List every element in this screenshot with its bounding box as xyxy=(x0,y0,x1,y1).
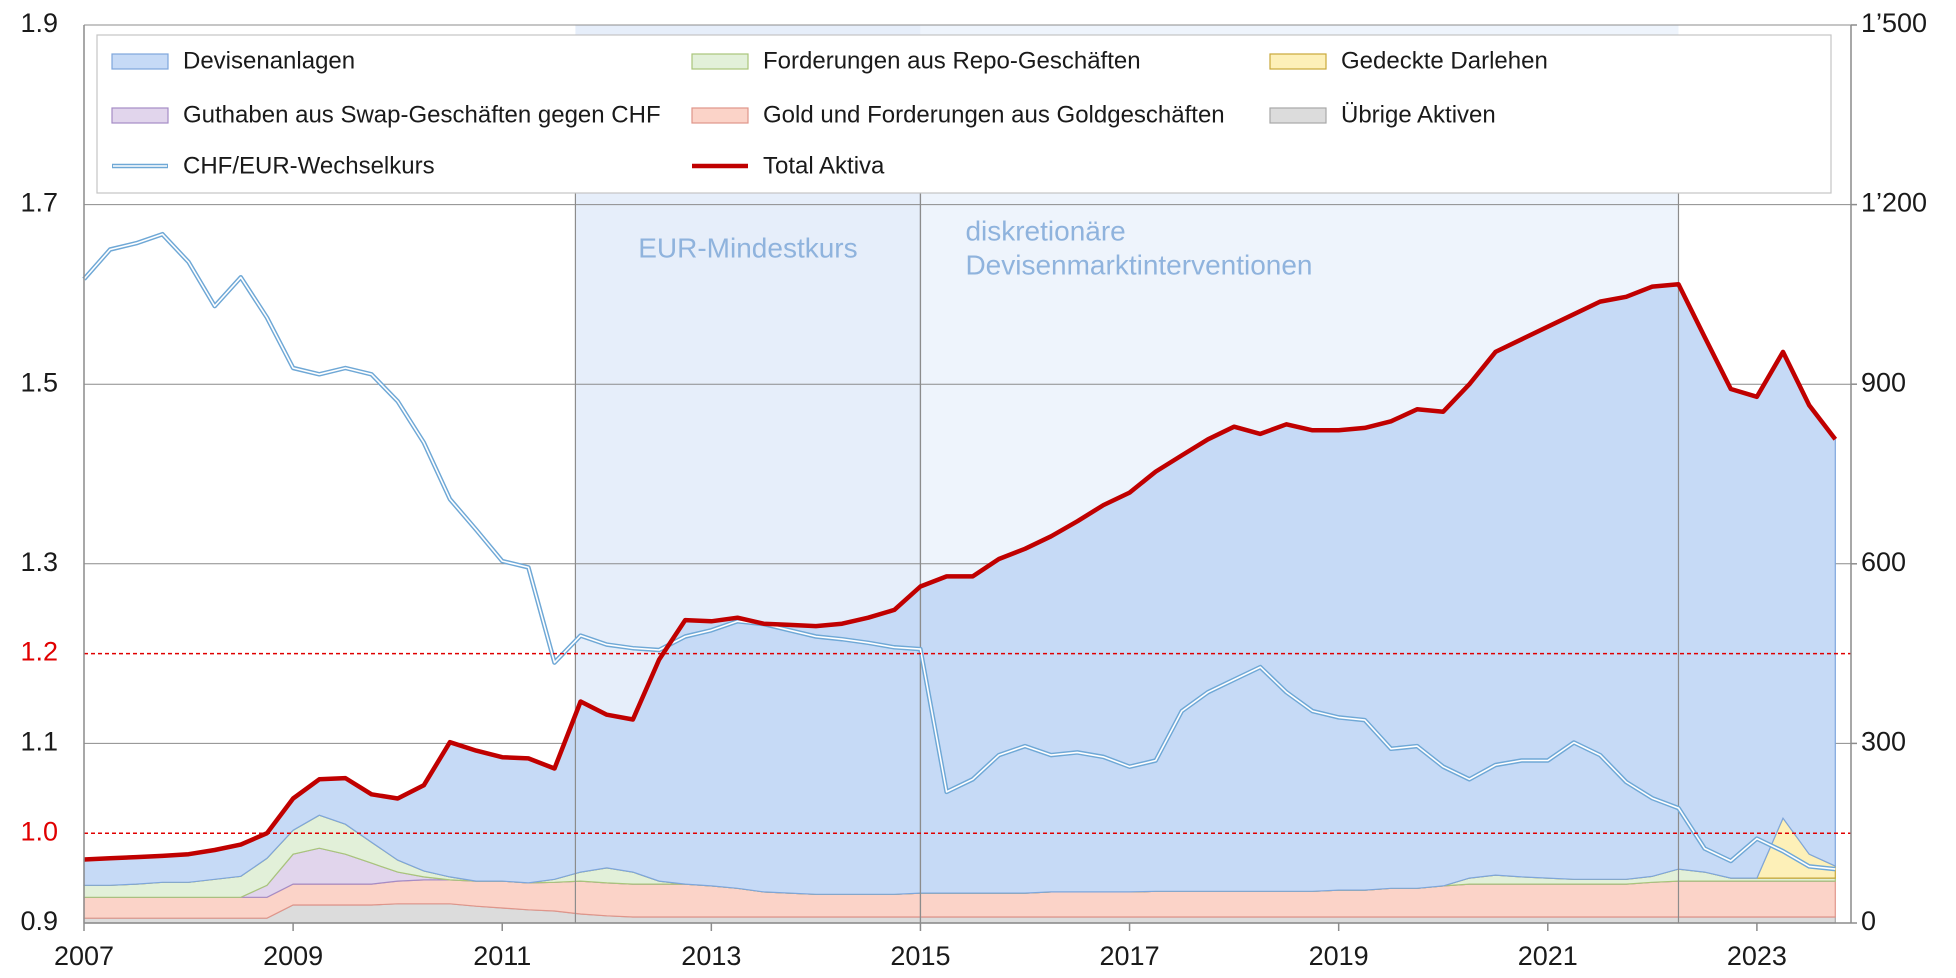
legend-swatch xyxy=(1269,53,1327,70)
x-tick-label: 2013 xyxy=(681,941,741,971)
legend-swatch xyxy=(1269,107,1327,124)
legend-box xyxy=(96,34,1832,194)
legend-label: Gold und Forderungen aus Goldgeschäften xyxy=(763,101,1225,128)
y2-tick-label: 600 xyxy=(1861,547,1906,577)
y-tick-label: 1.7 xyxy=(20,188,58,218)
x-tick-label: 2015 xyxy=(890,941,950,971)
fx-line-core xyxy=(83,233,1836,870)
y-tick-label: 1.5 xyxy=(20,367,58,397)
y-tick-label: 1.1 xyxy=(20,727,58,757)
y2-tick-label: 1’200 xyxy=(1861,188,1927,218)
legend-label: Übrige Aktiven xyxy=(1341,101,1496,128)
legend-label: CHF/EUR-Wechselkurs xyxy=(183,152,435,179)
y2-tick-label: 900 xyxy=(1861,367,1906,397)
x-tick-label: 2007 xyxy=(54,941,114,971)
x-tick-label: 2009 xyxy=(263,941,323,971)
annotation: EUR-Mindestkurs xyxy=(638,232,857,263)
y-tick-label: 1.0 xyxy=(20,816,58,846)
legend-label: Forderungen aus Repo-Geschäften xyxy=(763,47,1141,74)
total-line xyxy=(83,281,1838,862)
y2-tick-label: 0 xyxy=(1861,906,1876,936)
legend-swatch xyxy=(111,53,169,70)
annotation: diskretionäre xyxy=(965,215,1125,246)
y2-tick-label: 1’500 xyxy=(1861,8,1927,38)
y-tick-label: 1.3 xyxy=(20,547,58,577)
y-tick-label: 1.2 xyxy=(20,637,58,667)
legend-swatch xyxy=(691,107,749,124)
y-tick-label: 0.9 xyxy=(20,906,58,936)
annotation: Devisenmarktinterventionen xyxy=(965,249,1312,280)
x-tick-label: 2011 xyxy=(473,941,531,971)
legend-label: Guthaben aus Swap-Geschäften gegen CHF xyxy=(183,101,661,128)
legend-swatch xyxy=(111,107,169,124)
x-tick-label: 2021 xyxy=(1518,941,1578,971)
y-tick-label: 1.9 xyxy=(20,8,58,38)
x-tick-label: 2017 xyxy=(1100,941,1160,971)
legend-label: Gedeckte Darlehen xyxy=(1341,47,1548,74)
y2-tick-label: 300 xyxy=(1861,727,1906,757)
x-tick-label: 2023 xyxy=(1727,941,1787,971)
legend-label: Devisenanlagen xyxy=(183,47,355,74)
legend-swatch xyxy=(691,53,749,70)
legend-label: Total Aktiva xyxy=(763,152,885,179)
x-tick-label: 2019 xyxy=(1309,941,1369,971)
